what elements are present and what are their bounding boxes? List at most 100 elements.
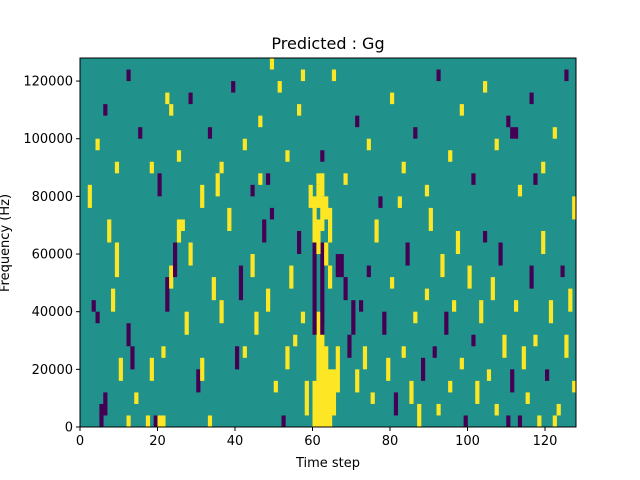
heatmap-cell xyxy=(320,242,325,335)
heatmap-cell xyxy=(285,150,290,162)
heatmap-cell xyxy=(316,219,321,255)
heatmap-cell xyxy=(448,150,453,162)
heatmap-cell xyxy=(343,277,348,301)
heatmap-cell xyxy=(176,219,182,243)
heatmap-cell xyxy=(91,300,96,312)
heatmap-cells xyxy=(80,58,577,427)
heatmap-cell xyxy=(176,150,182,162)
heatmap-cell xyxy=(529,92,534,105)
heatmap-cell xyxy=(436,69,441,82)
heatmap-cell xyxy=(471,173,476,185)
heatmap-cell xyxy=(312,196,317,243)
heatmap-cell xyxy=(149,161,154,174)
heatmap-cell xyxy=(521,346,526,370)
heatmap-cell xyxy=(219,161,224,174)
heatmap-cell xyxy=(424,288,430,301)
heatmap-cell xyxy=(328,369,333,427)
heatmap-cell xyxy=(126,323,131,347)
heatmap-cell xyxy=(297,104,302,116)
heatmap-cell xyxy=(401,161,406,174)
x-tick-label: 0 xyxy=(76,434,84,449)
heatmap-cell xyxy=(300,69,306,82)
heatmap-cell xyxy=(335,254,340,278)
heatmap-cell xyxy=(517,184,523,197)
heatmap-cell xyxy=(556,403,561,416)
heatmap-cell xyxy=(568,288,573,312)
heatmap-cell xyxy=(479,300,484,324)
x-axis-label: Time step xyxy=(295,456,360,471)
heatmap-cell xyxy=(254,311,259,335)
heatmap-cell xyxy=(537,415,542,427)
heatmap-cell xyxy=(564,334,569,358)
heatmap-cell xyxy=(316,184,321,208)
heatmap-cell xyxy=(242,346,247,358)
heatmap-cell xyxy=(95,138,100,151)
heatmap-cell xyxy=(211,277,216,301)
y-tick-label: 0 xyxy=(65,421,73,436)
heatmap-cell xyxy=(494,138,499,151)
heatmap-cell xyxy=(184,311,189,335)
x-tick-label: 20 xyxy=(149,434,166,449)
heatmap-cell xyxy=(463,415,468,427)
heatmap-cell xyxy=(196,369,201,393)
heatmap-cell xyxy=(413,127,418,139)
heatmap-cell xyxy=(126,415,131,427)
heatmap-cell xyxy=(409,380,414,404)
heatmap-cell xyxy=(149,357,154,381)
x-tick-label: 60 xyxy=(304,434,321,449)
y-tick-label: 60000 xyxy=(32,248,73,263)
y-tick-label: 100000 xyxy=(23,132,73,147)
heatmap-cell xyxy=(490,277,495,301)
heatmap-cell xyxy=(289,265,294,289)
heatmap-cell xyxy=(324,242,329,266)
heatmap-cell xyxy=(231,81,236,93)
heatmap-cell xyxy=(355,115,360,128)
x-tick-label: 100 xyxy=(455,434,480,449)
heatmap-cell xyxy=(483,230,488,243)
heatmap-cell xyxy=(564,69,569,82)
heatmap-cell xyxy=(165,277,170,312)
heatmap-cell xyxy=(316,311,321,427)
heatmap-cell xyxy=(401,346,406,358)
heatmap-cell xyxy=(506,115,511,128)
heatmap-cell xyxy=(510,369,515,393)
heatmap-cell xyxy=(161,346,166,358)
heatmap-cell xyxy=(138,127,143,139)
heatmap-cell xyxy=(421,357,426,381)
heatmap-cell xyxy=(436,403,441,416)
heatmap-cell xyxy=(153,415,158,427)
heatmap-cell xyxy=(560,265,565,278)
heatmap-cell xyxy=(471,334,476,347)
y-tick-label: 20000 xyxy=(32,363,73,378)
heatmap-cell xyxy=(169,265,174,289)
x-tick-label: 120 xyxy=(533,434,558,449)
heatmap-cell xyxy=(269,207,275,220)
heatmap-cell xyxy=(428,207,433,231)
heatmap-cell xyxy=(331,369,337,416)
heatmap-cell xyxy=(130,346,135,370)
heatmap-cell xyxy=(281,415,286,427)
heatmap-cell xyxy=(207,127,213,139)
heatmap-cell xyxy=(517,415,523,427)
heatmap-cell xyxy=(506,415,511,427)
heatmap-cell xyxy=(250,254,255,278)
heatmap-cell xyxy=(533,334,538,347)
heatmap-cell xyxy=(324,196,329,220)
heatmap-cell xyxy=(525,392,530,404)
heatmap-cell xyxy=(269,58,275,70)
heatmap-cell xyxy=(200,357,205,381)
heatmap-cell xyxy=(312,380,317,427)
heatmap-cell xyxy=(448,380,453,393)
x-tick-label: 40 xyxy=(227,434,244,449)
heatmap-cell xyxy=(161,415,166,427)
heatmap-cell xyxy=(397,196,402,208)
heatmap-cell xyxy=(467,265,472,289)
heatmap-cell xyxy=(328,265,333,289)
heatmap-cell xyxy=(335,346,340,393)
heatmap-cell xyxy=(277,81,282,93)
heatmap-cell xyxy=(351,300,356,335)
heatmap-cell xyxy=(145,415,151,427)
heatmap-cell xyxy=(238,265,244,301)
